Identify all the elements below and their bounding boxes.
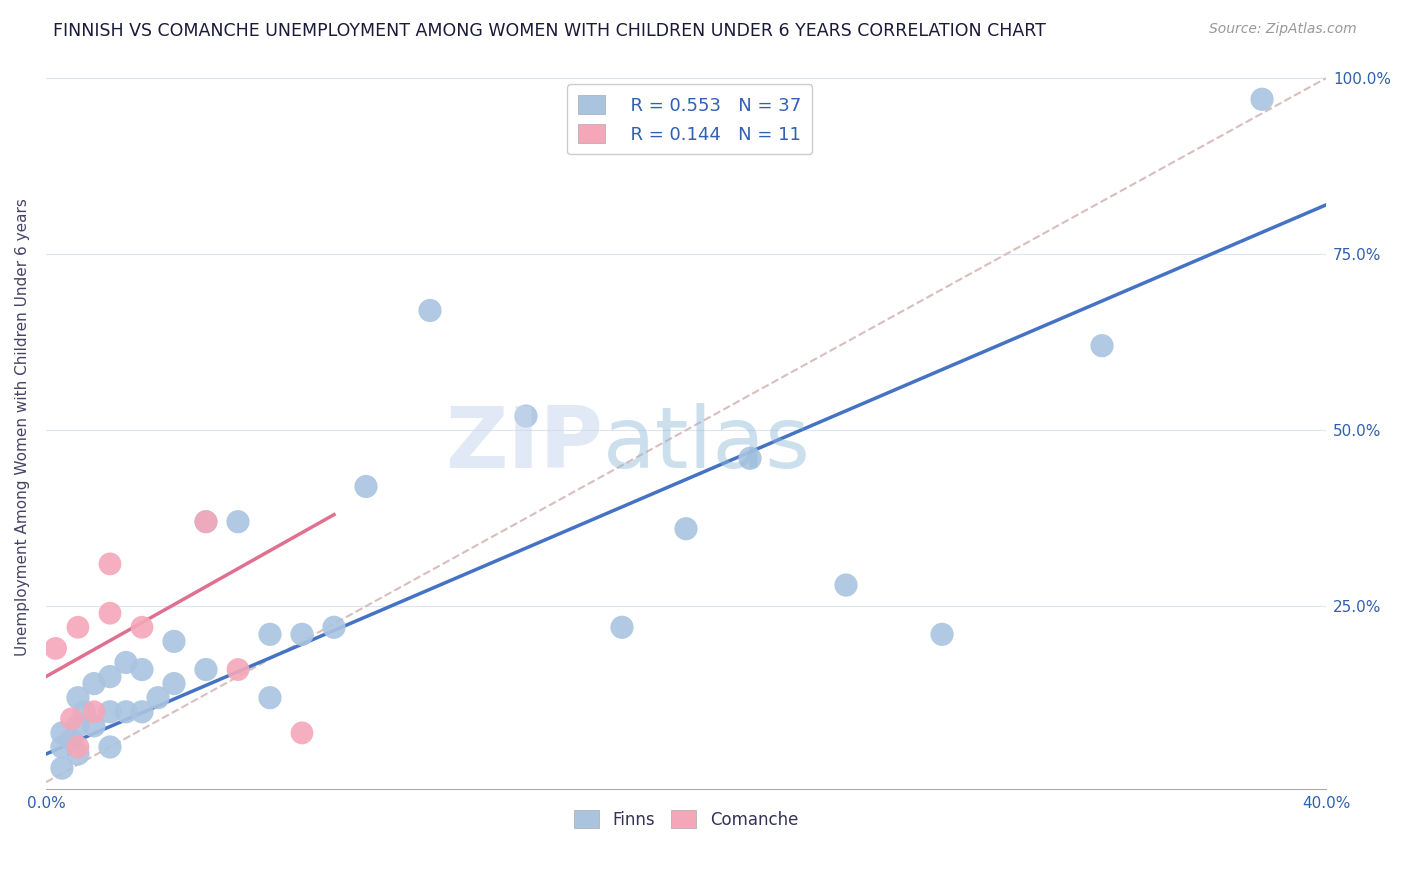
Point [60, 712, 83, 726]
Point [291, 726, 314, 740]
Point [195, 515, 218, 529]
Point [115, 705, 138, 719]
Point [835, 578, 858, 592]
Point [738, 451, 761, 466]
Point [115, 656, 138, 670]
Point [131, 620, 153, 634]
Point [98, 739, 121, 754]
Point [60, 733, 83, 747]
Point [146, 690, 169, 705]
Point [66, 739, 89, 754]
Point [66, 690, 89, 705]
Point [83, 705, 105, 719]
Legend: Finns, Comanche: Finns, Comanche [567, 804, 804, 835]
Y-axis label: Unemployment Among Women with Children Under 6 years: Unemployment Among Women with Children U… [15, 198, 30, 656]
Point [83, 676, 105, 690]
Point [98, 557, 121, 571]
Point [66, 747, 89, 761]
Point [610, 620, 633, 634]
Point [195, 663, 218, 677]
Point [131, 705, 153, 719]
Point [98, 669, 121, 683]
Point [226, 515, 249, 529]
Point [323, 620, 346, 634]
Point [515, 409, 537, 423]
Text: FINNISH VS COMANCHE UNEMPLOYMENT AMONG WOMEN WITH CHILDREN UNDER 6 YEARS CORRELA: FINNISH VS COMANCHE UNEMPLOYMENT AMONG W… [53, 22, 1046, 40]
Point [83, 719, 105, 733]
Point [419, 303, 441, 318]
Text: Source: ZipAtlas.com: Source: ZipAtlas.com [1209, 22, 1357, 37]
Point [45, 641, 67, 656]
Point [226, 663, 249, 677]
Point [51, 739, 73, 754]
Point [1251, 92, 1274, 106]
Point [675, 522, 697, 536]
Point [98, 606, 121, 620]
Point [259, 690, 281, 705]
Point [931, 627, 953, 641]
Point [1091, 339, 1114, 353]
Point [195, 515, 218, 529]
Point [98, 705, 121, 719]
Point [291, 627, 314, 641]
Point [259, 627, 281, 641]
Point [51, 761, 73, 775]
Point [163, 676, 186, 690]
Point [66, 719, 89, 733]
Text: ZIP: ZIP [446, 403, 603, 486]
Point [354, 479, 377, 493]
Point [66, 620, 89, 634]
Point [51, 726, 73, 740]
Point [131, 663, 153, 677]
Point [73, 705, 96, 719]
Point [163, 634, 186, 648]
Text: atlas: atlas [603, 403, 811, 486]
